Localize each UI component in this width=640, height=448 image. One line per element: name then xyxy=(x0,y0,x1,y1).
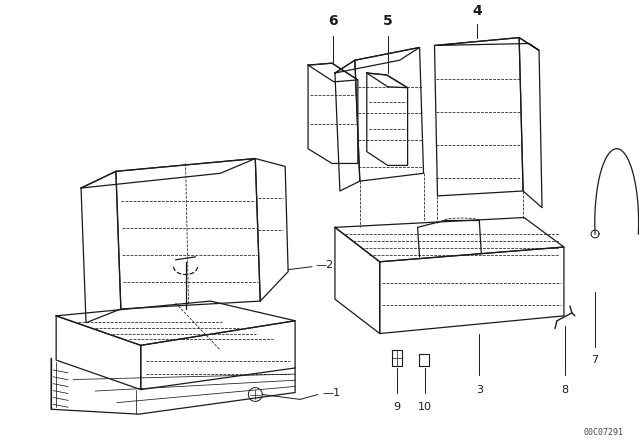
Text: —2: —2 xyxy=(315,260,333,270)
Text: 6: 6 xyxy=(328,14,338,28)
Text: 7: 7 xyxy=(591,355,598,365)
Text: 00C07291: 00C07291 xyxy=(584,428,623,437)
Text: 8: 8 xyxy=(561,385,568,395)
Text: 10: 10 xyxy=(417,402,431,412)
Text: 4: 4 xyxy=(472,4,482,18)
Text: —1: —1 xyxy=(322,388,340,397)
Text: 3: 3 xyxy=(476,385,483,395)
Text: 5: 5 xyxy=(383,14,392,28)
Text: 9: 9 xyxy=(393,402,400,412)
